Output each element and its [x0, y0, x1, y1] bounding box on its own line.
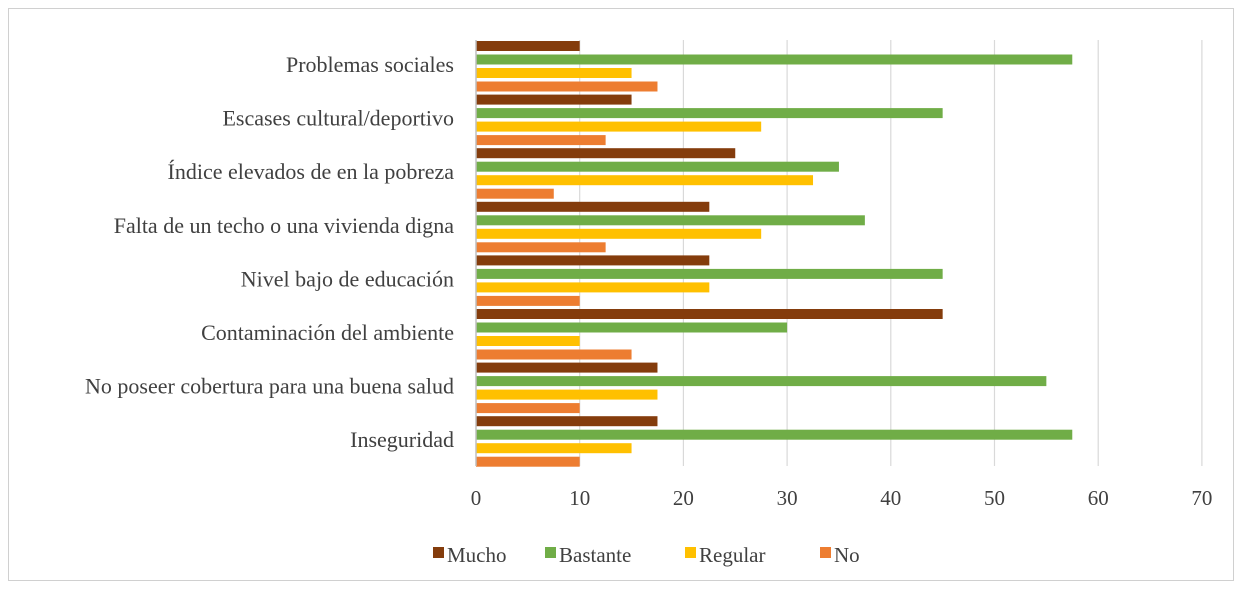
bar-mucho-3 [476, 201, 710, 212]
bar-bastante-6 [476, 376, 1047, 387]
bar-bastante-7 [476, 429, 1073, 440]
legend-label-mucho: Mucho [447, 543, 507, 567]
legend-label-no: No [834, 543, 860, 567]
category-label: Índice elevados de en la pobreza [168, 159, 455, 184]
bar-no-7 [476, 456, 580, 467]
bar-no-4 [476, 295, 580, 306]
bars [476, 41, 1073, 467]
bar-mucho-5 [476, 309, 943, 319]
bar-regular-2 [476, 175, 814, 186]
legend-swatch-bastante [545, 547, 556, 558]
legend-swatch-mucho [433, 547, 444, 558]
category-label: Nivel bajo de educación [241, 266, 454, 291]
x-tick-label: 20 [673, 486, 694, 510]
x-tick-label: 40 [880, 486, 901, 510]
bar-no-6 [476, 403, 580, 414]
gridlines [579, 40, 1203, 466]
x-tick-label: 60 [1088, 486, 1109, 510]
category-label: Contaminación del ambiente [201, 320, 454, 345]
bar-regular-3 [476, 228, 762, 239]
bar-regular-1 [476, 121, 762, 132]
bar-mucho-7 [476, 416, 658, 427]
bar-regular-6 [476, 389, 658, 400]
bar-bastante-4 [476, 268, 943, 279]
bar-bastante-1 [476, 108, 943, 119]
bar-bastante-2 [476, 161, 839, 172]
bar-regular-4 [476, 282, 710, 293]
bar-mucho-2 [476, 148, 736, 159]
bar-mucho-4 [476, 255, 710, 266]
legend-label-regular: Regular [699, 543, 765, 567]
legend-swatch-regular [685, 547, 696, 558]
bar-no-0 [476, 81, 658, 92]
bar-mucho-1 [476, 94, 632, 105]
bar-bastante-5 [476, 322, 788, 333]
bar-regular-7 [476, 443, 632, 454]
x-tick-label: 10 [569, 486, 590, 510]
x-tick-label: 0 [471, 486, 482, 510]
bar-no-1 [476, 135, 606, 146]
x-tick-label: 50 [984, 486, 1005, 510]
bar-mucho-6 [476, 362, 658, 373]
bar-regular-5 [476, 336, 580, 346]
x-tick-label: 70 [1191, 486, 1212, 510]
category-label: Falta de un techo o una vivienda digna [114, 213, 455, 238]
category-label: Escases cultural/deportivo [222, 106, 454, 131]
category-label: Problemas sociales [286, 52, 454, 77]
legend-swatch-no [820, 547, 831, 558]
bar-regular-0 [476, 68, 632, 78]
bar-bastante-0 [476, 54, 1073, 65]
bar-no-3 [476, 242, 606, 253]
category-labels: Problemas sociales Escases cultural/depor… [85, 52, 454, 452]
tick-labels: 0 10 20 30 40 50 60 70 [471, 486, 1213, 510]
category-label: Inseguridad [350, 427, 454, 452]
bar-mucho-0 [476, 41, 580, 51]
bar-no-5 [476, 349, 632, 360]
bar-bastante-3 [476, 215, 865, 226]
x-tick-label: 30 [777, 486, 798, 510]
legend: Mucho Bastante Regular No [433, 543, 860, 567]
bar-no-2 [476, 188, 554, 199]
category-label: No poseer cobertura para una buena salud [85, 374, 454, 399]
legend-label-bastante: Bastante [559, 543, 631, 567]
